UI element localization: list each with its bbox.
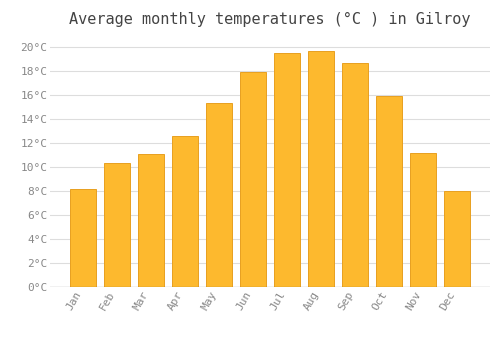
Title: Average monthly temperatures (°C ) in Gilroy: Average monthly temperatures (°C ) in Gi…: [69, 12, 471, 27]
Bar: [376, 96, 402, 287]
Bar: [410, 153, 436, 287]
Bar: [206, 103, 232, 287]
Bar: [70, 189, 96, 287]
Bar: [240, 72, 266, 287]
Bar: [274, 53, 300, 287]
Bar: [172, 136, 198, 287]
Bar: [138, 154, 164, 287]
Bar: [342, 63, 368, 287]
Bar: [104, 163, 130, 287]
Bar: [308, 51, 334, 287]
Bar: [444, 191, 470, 287]
